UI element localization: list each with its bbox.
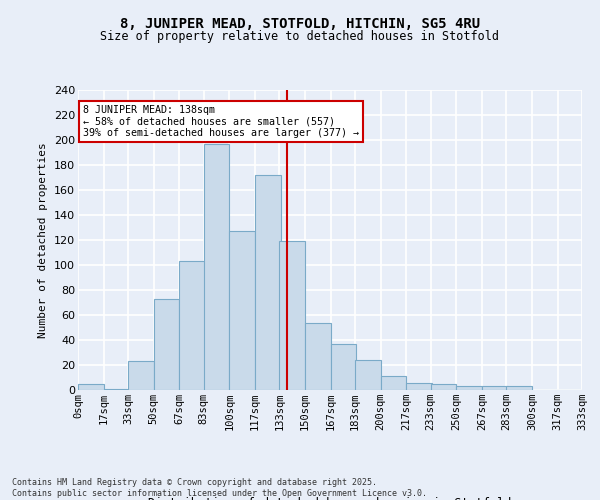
Bar xyxy=(78,384,104,390)
Bar xyxy=(431,384,457,390)
Bar xyxy=(355,360,381,390)
X-axis label: Distribution of detached houses by size in Stotfold: Distribution of detached houses by size … xyxy=(148,497,512,500)
Y-axis label: Number of detached properties: Number of detached properties xyxy=(38,142,49,338)
Text: 8 JUNIPER MEAD: 138sqm
← 58% of detached houses are smaller (557)
39% of semi-de: 8 JUNIPER MEAD: 138sqm ← 58% of detached… xyxy=(83,105,359,138)
Text: Contains HM Land Registry data © Crown copyright and database right 2025.
Contai: Contains HM Land Registry data © Crown c… xyxy=(12,478,427,498)
Bar xyxy=(203,144,229,390)
Bar xyxy=(104,389,130,390)
Bar xyxy=(279,242,305,390)
Bar xyxy=(506,386,532,390)
Bar xyxy=(305,322,331,390)
Text: 8, JUNIPER MEAD, STOTFOLD, HITCHIN, SG5 4RU: 8, JUNIPER MEAD, STOTFOLD, HITCHIN, SG5 … xyxy=(120,18,480,32)
Bar xyxy=(482,386,508,390)
Bar xyxy=(128,361,154,390)
Bar xyxy=(406,382,432,390)
Bar xyxy=(154,298,179,390)
Bar xyxy=(255,175,281,390)
Bar xyxy=(331,344,356,390)
Bar xyxy=(381,376,406,390)
Bar xyxy=(229,231,255,390)
Bar xyxy=(457,386,482,390)
Text: Size of property relative to detached houses in Stotfold: Size of property relative to detached ho… xyxy=(101,30,499,43)
Bar xyxy=(179,261,205,390)
